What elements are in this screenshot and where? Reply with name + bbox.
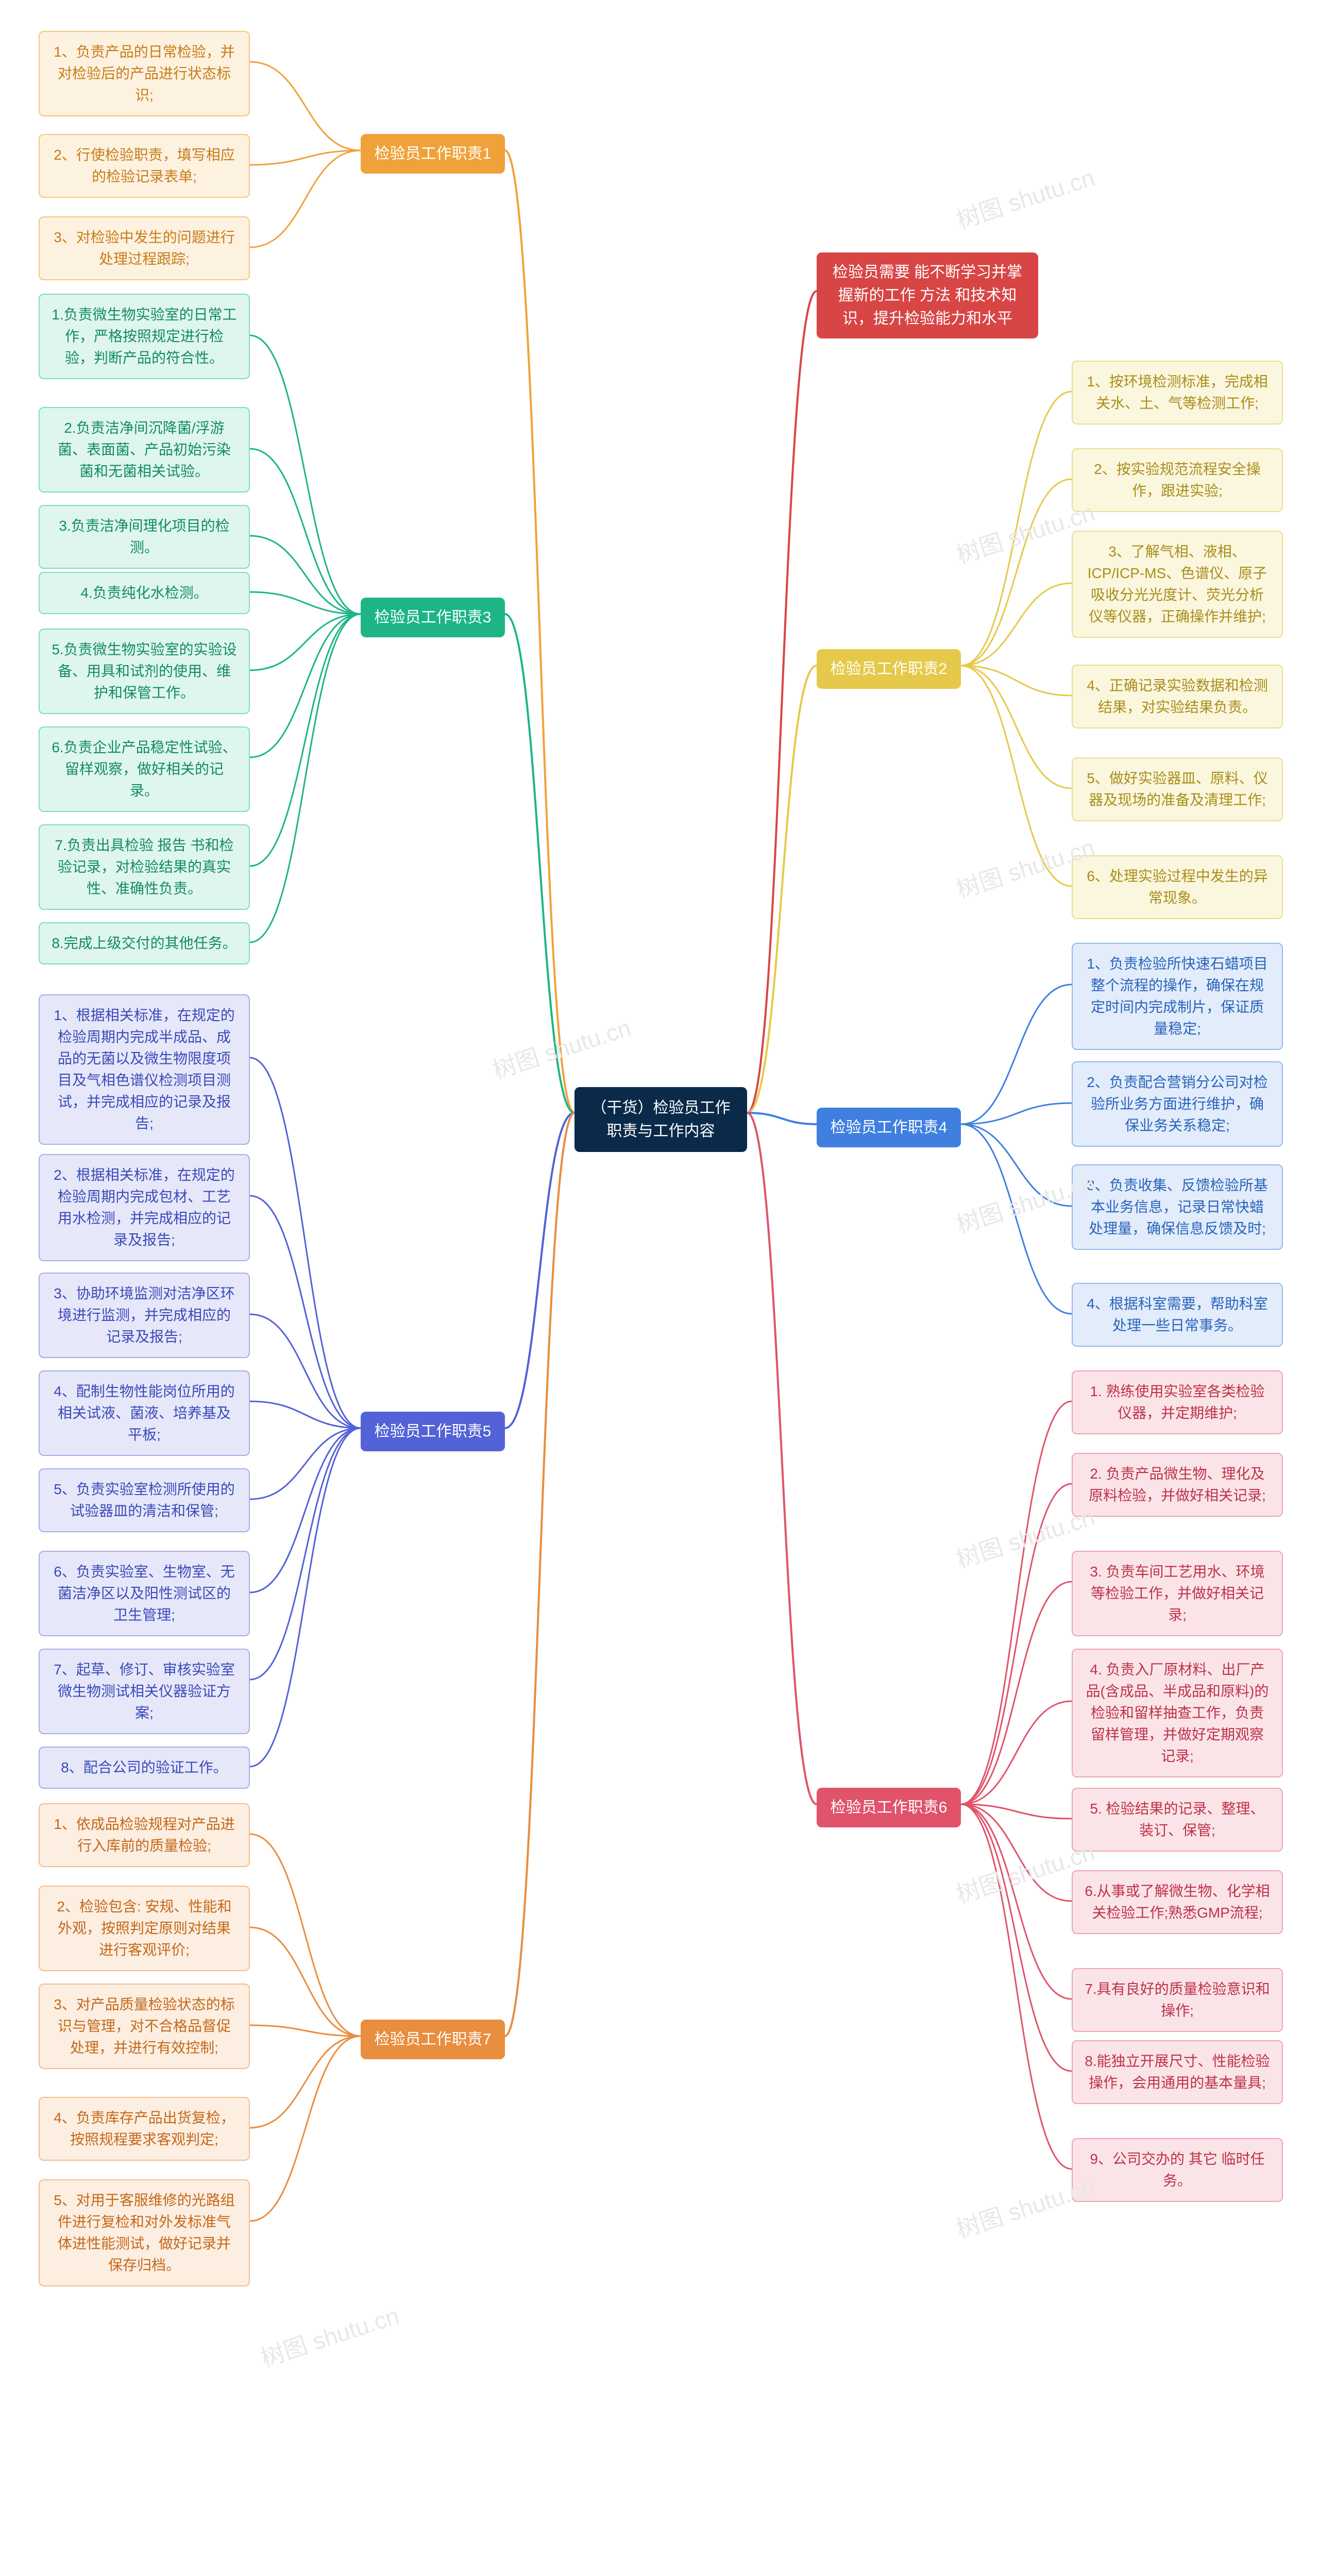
leaf-node[interactable]: 5、负责实验室检测所使用的试验器皿的清洁和保管; [39, 1468, 250, 1532]
leaf-node[interactable]: 6.负责企业产品稳定性试验、留样观察，做好相关的记录。 [39, 726, 250, 812]
branch-node-b4[interactable]: 检验员工作职责4 [817, 1108, 961, 1147]
leaf-node[interactable]: 5、对用于客服维修的光路组件进行复检和对外发标准气体进性能测试，做好记录并保存归… [39, 2179, 250, 2286]
leaf-node[interactable]: 2、根据相关标准，在规定的检验周期内完成包材、工艺用水检测，并完成相应的记录及报… [39, 1154, 250, 1261]
leaf-node[interactable]: 4、正确记录实验数据和检测结果，对实验结果负责。 [1072, 665, 1283, 728]
leaf-node[interactable]: 5. 检验结果的记录、整理、装订、保管; [1072, 1788, 1283, 1852]
leaf-node[interactable]: 1、按环境检测标准，完成相关水、土、气等检测工作; [1072, 361, 1283, 425]
branch-node-b0[interactable]: 检验员需要 能不断学习并掌握新的工作 方法 和技术知识，提升检验能力和水平 [817, 252, 1038, 338]
leaf-node[interactable]: 2.负责洁净间沉降菌/浮游菌、表面菌、产品初始污染菌和无菌相关试验。 [39, 407, 250, 493]
leaf-node[interactable]: 3、对检验中发生的问题进行处理过程跟踪; [39, 216, 250, 280]
leaf-node[interactable]: 4. 负责入厂原材料、出厂产品(含成品、半成品和原料)的检验和留样抽查工作，负责… [1072, 1649, 1283, 1777]
leaf-node[interactable]: 7.具有良好的质量检验意识和操作; [1072, 1968, 1283, 2032]
leaf-node[interactable]: 2、检验包含: 安规、性能和外观，按照判定原则对结果进行客观评价; [39, 1886, 250, 1971]
leaf-node[interactable]: 2、负责配合营销分公司对检验所业务方面进行维护，确保业务关系稳定; [1072, 1061, 1283, 1147]
root-node[interactable]: （干货）检验员工作职责与工作内容 [574, 1087, 747, 1152]
leaf-node[interactable]: 7、起草、修订、审核实验室微生物测试相关仪器验证方案; [39, 1649, 250, 1734]
leaf-node[interactable]: 7.负责出具检验 报告 书和检验记录，对检验结果的真实性、准确性负责。 [39, 824, 250, 910]
leaf-node[interactable]: 5.负责微生物实验室的实验设备、用具和试剂的使用、维护和保管工作。 [39, 629, 250, 714]
leaf-node[interactable]: 4、配制生物性能岗位所用的相关试液、菌液、培养基及平板; [39, 1370, 250, 1456]
leaf-node[interactable]: 2、行使检验职责，填写相应的检验记录表单; [39, 134, 250, 198]
branch-node-b5[interactable]: 检验员工作职责5 [361, 1412, 505, 1451]
leaf-node[interactable]: 3、了解气相、液相、ICP/ICP-MS、色谱仪、原子吸收分光光度计、荧光分析仪… [1072, 531, 1283, 638]
leaf-node[interactable]: 3、协助环境监测对洁净区环境进行监测，并完成相应的记录及报告; [39, 1273, 250, 1358]
leaf-node[interactable]: 3. 负责车间工艺用水、环境等检验工作，并做好相关记录; [1072, 1551, 1283, 1636]
leaf-node[interactable]: 4.负责纯化水检测。 [39, 572, 250, 614]
branch-node-b2[interactable]: 检验员工作职责2 [817, 649, 961, 689]
leaf-node[interactable]: 5、做好实验器皿、原料、仪器及现场的准备及清理工作; [1072, 757, 1283, 821]
leaf-node[interactable]: 8.能独立开展尺寸、性能检验操作，会用通用的基本量具; [1072, 2040, 1283, 2104]
leaf-node[interactable]: 8、配合公司的验证工作。 [39, 1747, 250, 1789]
watermark-text: 树图 shutu.cn [256, 2297, 403, 2374]
leaf-node[interactable]: 1、根据相关标准，在规定的检验周期内完成半成品、成品的无菌以及微生物限度项目及气… [39, 994, 250, 1145]
leaf-node[interactable]: 1.负责微生物实验室的日常工作，严格按照规定进行检验，判断产品的符合性。 [39, 294, 250, 379]
branch-node-b7[interactable]: 检验员工作职责7 [361, 2020, 505, 2059]
leaf-node[interactable]: 1、负责检验所快速石蜡项目整个流程的操作，确保在规定时间内完成制片，保证质量稳定… [1072, 943, 1283, 1050]
leaf-node[interactable]: 6.从事或了解微生物、化学相关检验工作;熟悉GMP流程; [1072, 1870, 1283, 1934]
leaf-node[interactable]: 2、按实验规范流程安全操作，跟进实验; [1072, 448, 1283, 512]
leaf-node[interactable]: 4、负责库存产品出货复检，按照规程要求客观判定; [39, 2097, 250, 2161]
watermark-text: 树图 shutu.cn [952, 159, 1098, 236]
leaf-node[interactable]: 3、负责收集、反馈检验所基本业务信息，记录日常快蜡处理量，确保信息反馈及时; [1072, 1164, 1283, 1250]
leaf-node[interactable]: 9、公司交办的 其它 临时任务。 [1072, 2138, 1283, 2202]
leaf-node[interactable]: 3.负责洁净间理化项目的检测。 [39, 505, 250, 569]
branch-node-b1[interactable]: 检验员工作职责1 [361, 134, 505, 174]
leaf-node[interactable]: 8.完成上级交付的其他任务。 [39, 922, 250, 964]
leaf-node[interactable]: 1. 熟练使用实验室各类检验仪器，并定期维护; [1072, 1370, 1283, 1434]
leaf-node[interactable]: 2. 负责产品微生物、理化及原料检验，并做好相关记录; [1072, 1453, 1283, 1517]
leaf-node[interactable]: 3、对产品质量检验状态的标识与管理，对不合格品督促处理，并进行有效控制; [39, 1984, 250, 2069]
leaf-node[interactable]: 6、负责实验室、生物室、无菌洁净区以及阳性测试区的卫生管理; [39, 1551, 250, 1636]
branch-node-b6[interactable]: 检验员工作职责6 [817, 1788, 961, 1827]
leaf-node[interactable]: 4、根据科室需要，帮助科室处理一些日常事务。 [1072, 1283, 1283, 1347]
leaf-node[interactable]: 1、负责产品的日常检验，并对检验后的产品进行状态标识; [39, 31, 250, 116]
leaf-node[interactable]: 1、依成品检验规程对产品进行入库前的质量检验; [39, 1803, 250, 1867]
branch-node-b3[interactable]: 检验员工作职责3 [361, 598, 505, 637]
leaf-node[interactable]: 6、处理实验过程中发生的异常现象。 [1072, 855, 1283, 919]
watermark-text: 树图 shutu.cn [488, 1009, 635, 1086]
